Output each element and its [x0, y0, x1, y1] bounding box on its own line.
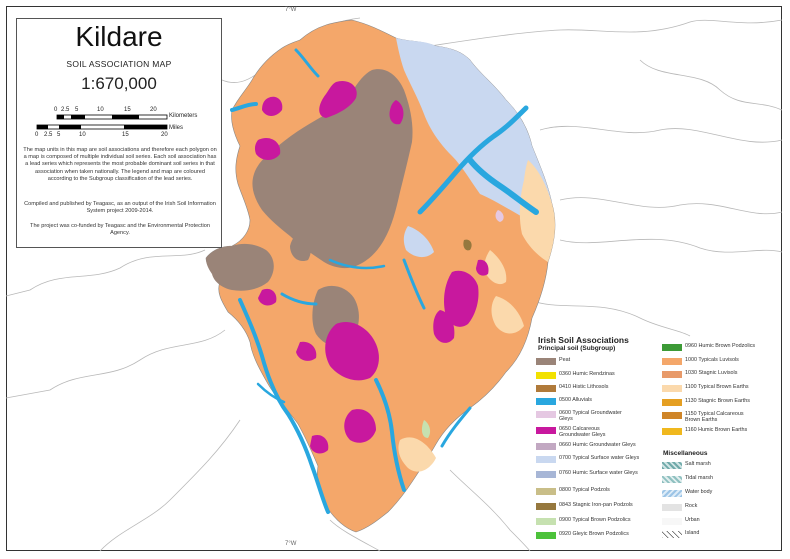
legend-item-peat: Peat — [536, 357, 649, 367]
region-calcareous-gleys — [254, 80, 489, 454]
legend-swatch — [662, 462, 682, 469]
miles-label: Miles — [169, 125, 184, 131]
region-peat — [252, 69, 413, 269]
mile-tick-5: 5 — [57, 132, 61, 138]
legend-item-0900: 0900 Typical Brown Podzolics — [536, 517, 669, 527]
km-tick-5: 5 — [75, 107, 79, 113]
map-funding: The project was co-funded by Teagasc and… — [30, 223, 210, 237]
legend-subtitle: Principal soil (Subgroup) — [538, 345, 616, 352]
legend-swatch — [536, 358, 556, 365]
legend-swatch — [536, 532, 556, 539]
legend-swatch — [536, 443, 556, 450]
legend-swatch — [662, 385, 682, 392]
legend-swatch — [536, 398, 556, 405]
km-tick-20: 20 — [150, 107, 157, 113]
map-description: The map units in this map are soil assoc… — [23, 147, 217, 182]
legend-item-1150: 1150 Typical Calcareous Brown Earths — [662, 411, 755, 423]
region-surface-water-gleys — [396, 38, 552, 220]
mile-tick-0: 0 — [35, 132, 39, 138]
legend-title: Irish Soil Associations — [538, 335, 629, 345]
legend-item-0843: 0843 Stagnic Iron-pan Podzols — [536, 502, 669, 512]
legend-item-island: Island — [662, 530, 775, 540]
mile-tick-10: 10 — [79, 132, 86, 138]
mile-tick-20: 20 — [161, 132, 168, 138]
legend-item-0600: 0600 Typical Groundwater Gleys — [536, 410, 629, 422]
legend-item-1160: 1160 Humic Brown Earths — [662, 427, 775, 437]
legend-swatch — [662, 399, 682, 406]
map-title: Kildare — [75, 21, 163, 52]
graticule-label-top: 7°W — [285, 7, 297, 13]
legend-swatch — [536, 471, 556, 478]
legend-item-1100: 1100 Typical Brown Earths — [662, 384, 775, 394]
km-tick-10: 10 — [97, 107, 104, 113]
legend-item-0410: 0410 Histic Lithosols — [536, 384, 649, 394]
legend-swatch — [662, 490, 682, 497]
scale-bars — [36, 114, 168, 130]
legend-swatch — [536, 518, 556, 525]
graticule-label-bottom: 7°W — [285, 541, 297, 547]
legend-swatch — [662, 358, 682, 365]
region-alluvials — [230, 48, 539, 514]
km-tick-0: 0 — [54, 107, 58, 113]
legend-item-0760: 0760 Humic Surface water Gleys — [536, 470, 669, 480]
km-tick-15: 15 — [124, 107, 131, 113]
km-label: Kilometers — [169, 113, 198, 119]
legend-swatch — [536, 427, 556, 434]
legend-item-tidal-marsh: Tidal marsh — [662, 475, 775, 485]
legend-swatch — [536, 456, 556, 463]
legend-swatch — [662, 531, 682, 538]
legend-swatch — [662, 518, 682, 525]
legend-item-salt-marsh: Salt marsh — [662, 461, 775, 471]
legend-item-rock: Rock — [662, 503, 775, 513]
legend-item-0660: 0660 Humic Groundwater Gleys — [536, 442, 649, 452]
legend-swatch — [662, 428, 682, 435]
km-tick-2-5: 2.5 — [61, 107, 70, 113]
legend-item-1000: 1000 Typicals Luvisols — [662, 357, 775, 367]
legend-swatch — [536, 385, 556, 392]
legend-swatch — [662, 504, 682, 511]
legend-item-0360: 0360 Humic Rendzinas — [536, 371, 649, 381]
legend-swatch — [536, 503, 556, 510]
mile-tick-2-5: 2.5 — [44, 132, 53, 138]
legend-misc-title: Miscellaneous — [663, 450, 708, 457]
map-scale: 1:670,000 — [81, 74, 157, 93]
legend-swatch — [662, 412, 682, 419]
map-frame — [6, 6, 782, 551]
legend-item-0650: 0650 Calcareous Groundwater Gleys — [536, 426, 629, 438]
legend-item-1030: 1030 Stagnic Luvisols — [662, 370, 775, 380]
legend-swatch — [662, 371, 682, 378]
legend-swatch — [536, 372, 556, 379]
mile-tick-15: 15 — [122, 132, 129, 138]
legend-item-1130: 1130 Stagnic Brown Earths — [662, 398, 775, 408]
map-credits: Compiled and published by Teagasc, as an… — [24, 201, 216, 215]
title-block: Kildare SOIL ASSOCIATION MAP 1:670,000 0… — [16, 18, 222, 248]
legend-item-water-body: Water body — [662, 489, 775, 499]
legend-item-0800: 0800 Typical Podzols — [536, 487, 649, 497]
legend-item-0700: 0700 Typical Surface water Gleys — [536, 455, 669, 465]
legend-swatch — [662, 476, 682, 483]
legend-item-0500: 0500 Alluvials — [536, 397, 649, 407]
legend-swatch — [662, 344, 682, 351]
legend-item-0920: 0920 Gleyic Brown Podzolics — [536, 531, 669, 541]
legend-item-urban: Urban — [662, 517, 775, 527]
legend-swatch — [536, 488, 556, 495]
legend-item-0960: 0960 Humic Brown Podzolics — [662, 343, 775, 353]
map-subtitle: SOIL ASSOCIATION MAP — [66, 59, 172, 69]
legend-swatch — [536, 411, 556, 418]
